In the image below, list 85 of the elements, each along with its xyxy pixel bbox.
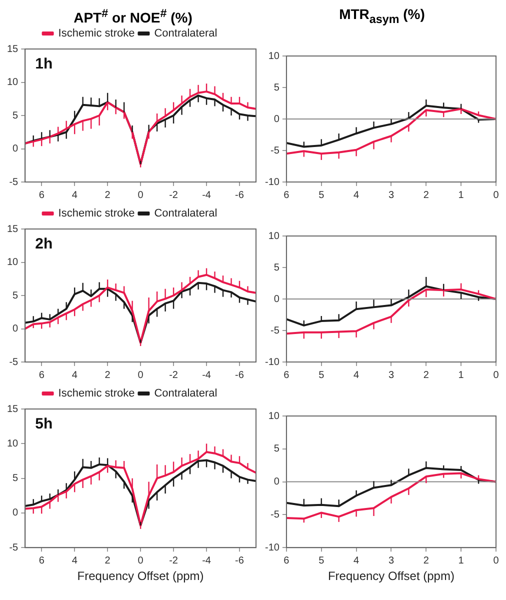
y-tick-label: 5	[12, 290, 19, 302]
x-tick-label: 0	[138, 555, 144, 566]
y-tick-label: 0	[274, 476, 280, 488]
y-tick-label: 5	[274, 444, 280, 455]
x-tick-label: 5	[318, 190, 325, 201]
legend-label: Ischemic stroke	[58, 208, 135, 220]
y-tick-label: -5	[9, 176, 19, 188]
y-tick-label: 10	[7, 77, 19, 88]
x-tick-label: 6	[38, 555, 45, 566]
x-tick-label: -2	[169, 555, 178, 566]
x-tick-label: 2	[423, 555, 430, 566]
x-tick-label: -6	[235, 190, 244, 201]
y-tick-label: 5	[274, 262, 280, 274]
x-tick-label: -4	[202, 555, 212, 566]
y-tick-label: 0	[12, 324, 19, 334]
y-tick-label: -10	[265, 176, 280, 188]
legend-label: Contralateral	[154, 28, 218, 40]
x-tick-label: 4	[354, 370, 360, 381]
x-tick-label: -2	[169, 190, 178, 201]
y-tick-label: 0	[274, 294, 280, 305]
y-tick-label: 15	[7, 224, 19, 235]
annotation: 2h	[35, 236, 53, 253]
legend-label: Ischemic stroke	[58, 388, 135, 400]
y-tick-label: 0	[274, 114, 280, 125]
x-tick-label: 3	[388, 190, 394, 201]
x-tick-label: 2	[104, 190, 111, 201]
y-tick-label: -5	[9, 542, 19, 554]
y-tick-label: 10	[7, 257, 19, 268]
x-tick-label: 6	[284, 190, 290, 201]
x-tick-label: 1	[458, 190, 464, 201]
x-tick-label: 3	[388, 555, 394, 566]
legend-label: Contralateral	[154, 388, 218, 400]
y-tick-label: 5	[12, 110, 19, 122]
y-tick-label: 0	[12, 144, 19, 154]
x-tick-label: 1	[458, 370, 464, 381]
chart-title: APT$^{#}$ or NOE$^{#}$ (%)	[72, 6, 194, 26]
x-tick-label: 0	[493, 555, 500, 566]
x-tick-label: 0	[493, 370, 500, 381]
x-tick-label: 2	[423, 190, 430, 201]
x-tick-label: -2	[169, 370, 178, 381]
x-tick-label: 4	[354, 190, 360, 201]
x-tick-label: -6	[235, 370, 244, 381]
y-tick-label: 5	[274, 82, 280, 94]
x-tick-label: 6	[284, 370, 290, 381]
x-tick-label: 6	[38, 370, 45, 381]
x-tick-label: 5	[318, 555, 325, 566]
y-tick-label: 0	[12, 508, 19, 519]
x-tick-label: 1	[458, 555, 464, 566]
x-tick-label: 0	[138, 370, 144, 381]
chart-title: MTR$_{asym}$ (%)	[338, 5, 426, 26]
x-tick-label: -4	[202, 190, 212, 201]
y-tick-label: -5	[270, 325, 280, 336]
y-tick-label: -5	[9, 356, 19, 368]
annotation: 1h	[35, 56, 53, 73]
y-tick-label: 10	[268, 410, 280, 422]
x-axis-title: Frequency Offset (ppm)	[77, 569, 204, 584]
x-tick-label: 2	[104, 555, 111, 566]
x-tick-label: 6	[284, 555, 290, 566]
annotation: 5h	[35, 416, 53, 433]
y-tick-label: 5	[12, 473, 19, 484]
y-tick-label: -5	[270, 509, 280, 520]
x-tick-label: 0	[138, 190, 144, 201]
x-tick-label: -6	[235, 555, 244, 566]
legend-label: Contralateral	[154, 208, 218, 220]
x-tick-label: -4	[202, 370, 212, 381]
x-tick-label: 4	[72, 370, 78, 381]
legend-label: Ischemic stroke	[58, 28, 135, 40]
y-tick-label: -5	[270, 145, 280, 156]
x-tick-label: 2	[423, 370, 430, 381]
y-tick-label: 15	[7, 44, 19, 55]
y-tick-label: -10	[265, 542, 280, 554]
y-tick-label: 10	[268, 230, 280, 242]
x-tick-label: 0	[493, 190, 500, 201]
x-tick-label: 4	[72, 555, 78, 566]
y-tick-label: 15	[7, 404, 19, 415]
x-tick-label: 5	[318, 370, 325, 381]
y-tick-label: 10	[268, 50, 280, 62]
x-tick-label: 2	[104, 370, 111, 381]
y-tick-label: -10	[265, 356, 280, 368]
x-tick-label: 6	[38, 190, 45, 201]
x-tick-label: 4	[72, 190, 78, 201]
x-axis-title: Frequency Offset (ppm)	[328, 569, 454, 584]
x-tick-label: 3	[388, 370, 394, 381]
y-tick-label: 10	[7, 438, 19, 450]
x-tick-label: 4	[354, 555, 360, 566]
